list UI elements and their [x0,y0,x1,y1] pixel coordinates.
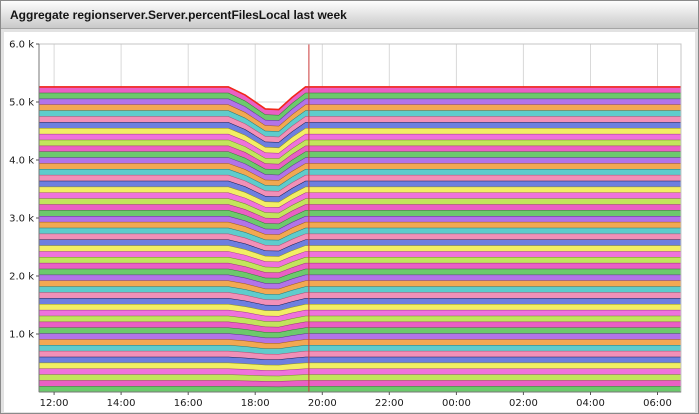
svg-text:14:00: 14:00 [107,398,136,409]
svg-text:16:00: 16:00 [174,398,203,409]
svg-text:02:00: 02:00 [509,398,538,409]
svg-text:5.0 k: 5.0 k [9,98,34,109]
graph-title: Aggregate regionserver.Server.percentFil… [10,7,347,22]
svg-text:2.0 k: 2.0 k [9,272,34,283]
svg-text:18:00: 18:00 [241,398,270,409]
svg-text:3.0 k: 3.0 k [9,214,34,225]
stacked-area-chart[interactable]: 1.0 k 2.0 k 3.0 k 4.0 k 5.0 k 6.0 k 12:00 14:00… [4,32,695,412]
svg-text:22:00: 22:00 [375,398,404,409]
svg-text:06:00: 06:00 [643,398,672,409]
svg-text:12:00: 12:00 [40,398,69,409]
svg-text:00:00: 00:00 [442,398,471,409]
svg-text:04:00: 04:00 [576,398,605,409]
graph-titlebar: Aggregate regionserver.Server.percentFil… [1,1,698,29]
svg-text:4.0 k: 4.0 k [9,156,34,167]
chart-canvas: 1.0 k 2.0 k 3.0 k 4.0 k 5.0 k 6.0 k 12:00 14:00… [4,32,695,412]
svg-text:6.0 k: 6.0 k [9,40,34,51]
svg-text:1.0 k: 1.0 k [9,330,34,341]
svg-text:20:00: 20:00 [308,398,337,409]
